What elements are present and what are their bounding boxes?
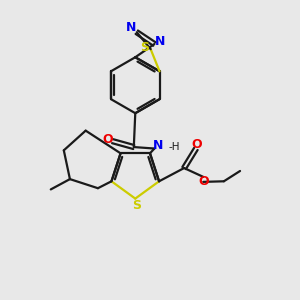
- Text: S: S: [140, 41, 149, 54]
- Text: N: N: [153, 139, 163, 152]
- Text: S: S: [132, 199, 141, 212]
- Text: O: O: [199, 176, 209, 188]
- Text: O: O: [191, 138, 202, 151]
- Text: N: N: [155, 35, 166, 48]
- Text: -H: -H: [168, 142, 180, 152]
- Text: N: N: [126, 21, 136, 34]
- Text: O: O: [102, 133, 112, 146]
